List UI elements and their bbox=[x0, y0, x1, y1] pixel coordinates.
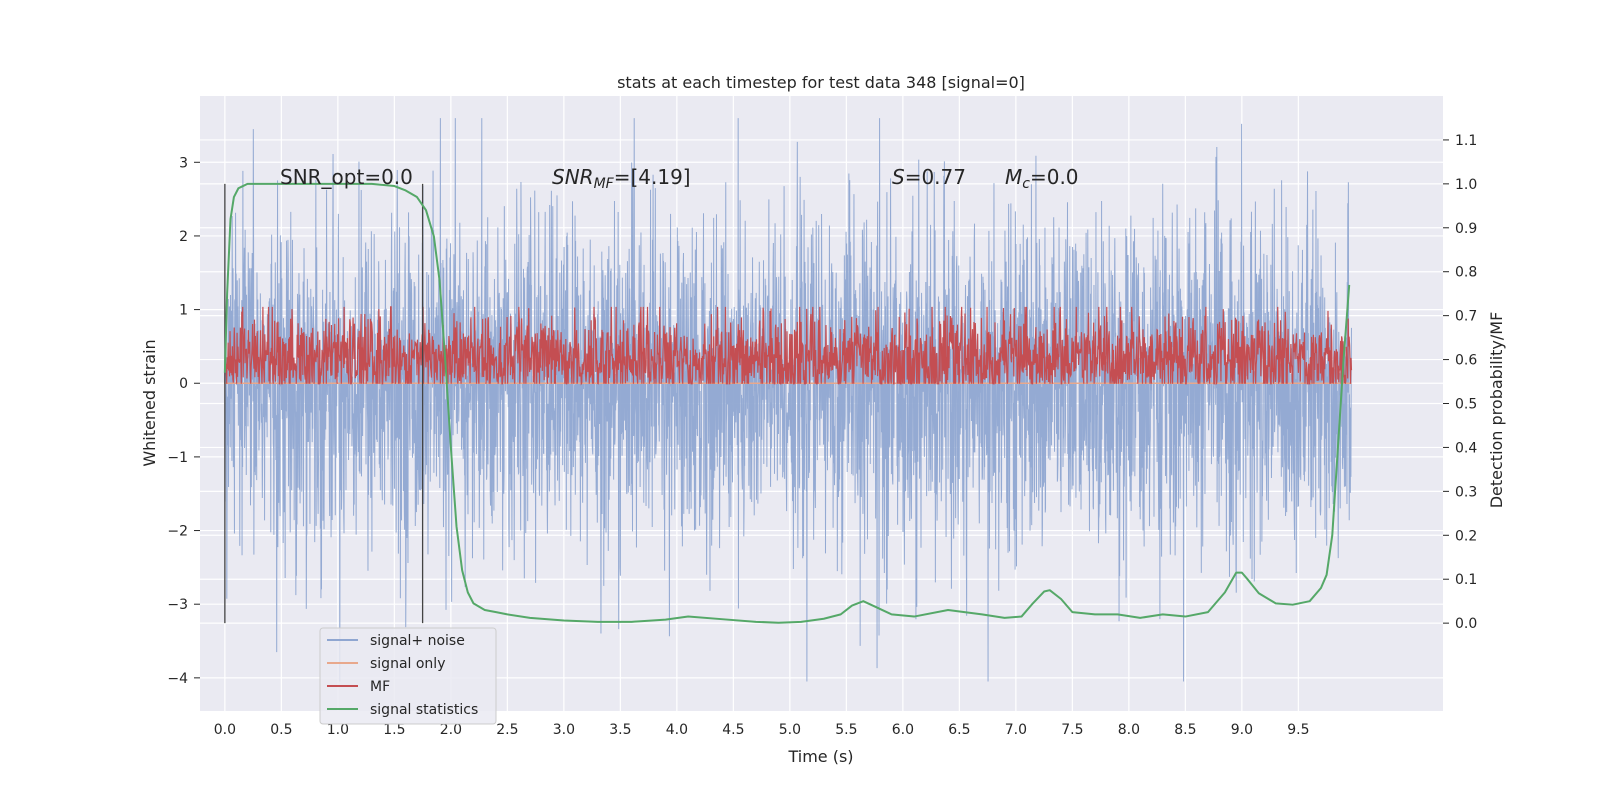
legend-label-signal-noise: signal+ noise bbox=[370, 633, 465, 649]
tick-labels: 0.0 0.5 1.0 1.5 2.0 2.5 3.0 3.5 4.0 4.5 5.0 5.5 6.0 6… bbox=[167, 133, 1477, 738]
x-tick-label: 9.5 bbox=[1287, 722, 1309, 738]
y2-tick-label: 0.4 bbox=[1455, 440, 1477, 456]
x-tick-label: 6.0 bbox=[892, 722, 914, 738]
y2-tick-label: 0.9 bbox=[1455, 221, 1477, 237]
x-tick-label: 0.5 bbox=[270, 722, 292, 738]
x-tick-label: 5.5 bbox=[835, 722, 857, 738]
x-tick-label: 7.5 bbox=[1061, 722, 1083, 738]
y2-tick-label: 1.1 bbox=[1455, 133, 1477, 149]
x-tick-label: 1.0 bbox=[327, 722, 349, 738]
y-tick-label: 2 bbox=[179, 229, 188, 245]
y2-tick-label: 0.3 bbox=[1455, 484, 1477, 500]
y2-tick-label: 0.5 bbox=[1455, 397, 1477, 413]
x-tick-label: 8.0 bbox=[1118, 722, 1140, 738]
x-tick-label: 1.5 bbox=[383, 722, 405, 738]
x-tick-label: 2.0 bbox=[440, 722, 462, 738]
vertical-markers bbox=[224, 183, 424, 624]
y-tick-label: −3 bbox=[167, 597, 188, 613]
mf-series bbox=[224, 306, 1353, 386]
y2-tick-label: 0.1 bbox=[1455, 572, 1477, 588]
snr-mf-value: =[4.19] bbox=[614, 165, 691, 189]
snr-mf-sub: MF bbox=[594, 176, 615, 192]
legend-label-mf: MF bbox=[370, 679, 390, 695]
x-tick-label: 3.5 bbox=[609, 722, 631, 738]
annotation-mc: Mc=0.0 bbox=[1005, 165, 1079, 192]
y2-tick-label: 0.8 bbox=[1455, 265, 1477, 281]
signal-statistics-line bbox=[223, 182, 1351, 624]
mc-base: M bbox=[1005, 165, 1022, 189]
x-tick-label: 4.5 bbox=[722, 722, 744, 738]
x-tick-label: 6.5 bbox=[948, 722, 970, 738]
y-tick-label: −4 bbox=[167, 671, 188, 687]
mc-value: =0.0 bbox=[1030, 165, 1079, 189]
y-tick-label: −2 bbox=[167, 524, 188, 540]
x-tick-label: 4.0 bbox=[666, 722, 688, 738]
legend-label-signal-only: signal only bbox=[370, 656, 445, 672]
x-tick-label: 3.0 bbox=[553, 722, 575, 738]
mc-sub: c bbox=[1022, 176, 1030, 192]
y-tick-label: 3 bbox=[179, 155, 188, 171]
y2-tick-label: 0.6 bbox=[1455, 353, 1477, 369]
snr-mf-base: SNR bbox=[552, 165, 594, 189]
legend-label-signal-statistics: signal statistics bbox=[370, 702, 478, 718]
y2-axis-label: Detection probability/MF bbox=[1487, 312, 1506, 509]
signal-statistics-series bbox=[223, 182, 1351, 624]
y-axis-label: Whitened strain bbox=[140, 339, 159, 466]
x-tick-label: 7.0 bbox=[1005, 722, 1027, 738]
x-tick-label: 2.5 bbox=[496, 722, 518, 738]
legend-box bbox=[319, 627, 497, 725]
y-tick-label: 0 bbox=[179, 376, 188, 392]
annotation-snr-opt: SNR_opt=0.0 bbox=[280, 165, 413, 189]
chart-title: stats at each timestep for test data 348… bbox=[617, 73, 1025, 92]
y-tick-label: 1 bbox=[179, 303, 188, 319]
y2-tick-label: 0.0 bbox=[1455, 616, 1477, 632]
x-tick-label: 8.5 bbox=[1174, 722, 1196, 738]
x-axis-label: Time (s) bbox=[787, 747, 853, 766]
y2-tick-label: 0.2 bbox=[1455, 528, 1477, 544]
annotation-s: S=0.77 bbox=[892, 165, 966, 189]
annotation-snr-mf: SNRMF=[4.19] bbox=[552, 165, 691, 192]
legend: signal+ noise signal only MF signal stat… bbox=[319, 627, 497, 725]
x-tick-label: 0.0 bbox=[214, 722, 236, 738]
s-symbol: S bbox=[892, 165, 905, 189]
y-tick-label: −1 bbox=[167, 450, 188, 466]
y2-tick-label: 1.0 bbox=[1455, 177, 1477, 193]
x-tick-label: 5.0 bbox=[779, 722, 801, 738]
x-tick-label: 9.0 bbox=[1231, 722, 1253, 738]
y2-tick-label: 0.7 bbox=[1455, 309, 1477, 325]
mf-line bbox=[224, 306, 1353, 386]
s-value: =0.77 bbox=[905, 165, 966, 189]
